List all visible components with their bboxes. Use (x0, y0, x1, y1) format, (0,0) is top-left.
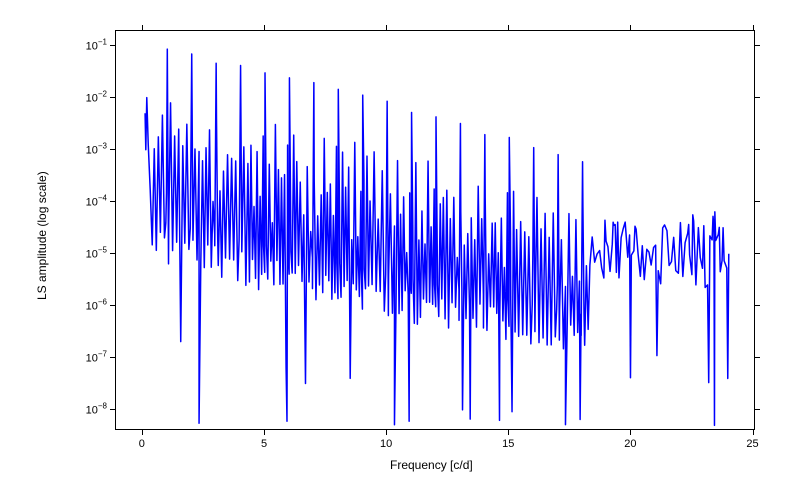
y-tick-label: 10−8 (86, 402, 107, 417)
x-tick-label: 25 (746, 438, 758, 450)
x-axis-label: Frequency [c/d] (390, 458, 473, 472)
x-tick-label: 0 (139, 438, 145, 450)
plot-area (115, 30, 755, 430)
periodogram-line-series (116, 31, 756, 431)
y-tick-label: 10−5 (86, 246, 107, 261)
y-tick-label: 10−1 (86, 37, 107, 52)
x-tick-label: 5 (261, 438, 267, 450)
x-tick-label: 10 (380, 438, 392, 450)
y-tick-label: 10−6 (86, 298, 107, 313)
figure: 0 5 10 15 20 25 10−8 10−7 10−6 10−5 10−4 10−3 10−2 10… (0, 0, 800, 500)
y-tick-label: 10−4 (86, 194, 107, 209)
y-tick-label: 10−2 (86, 89, 107, 104)
x-tick-label: 15 (502, 438, 514, 450)
y-axis-label: LS amplitude (log scale) (35, 171, 49, 300)
x-tick-label: 20 (624, 438, 636, 450)
y-tick-label: 10−3 (86, 141, 107, 156)
y-tick-label: 10−7 (86, 350, 107, 365)
